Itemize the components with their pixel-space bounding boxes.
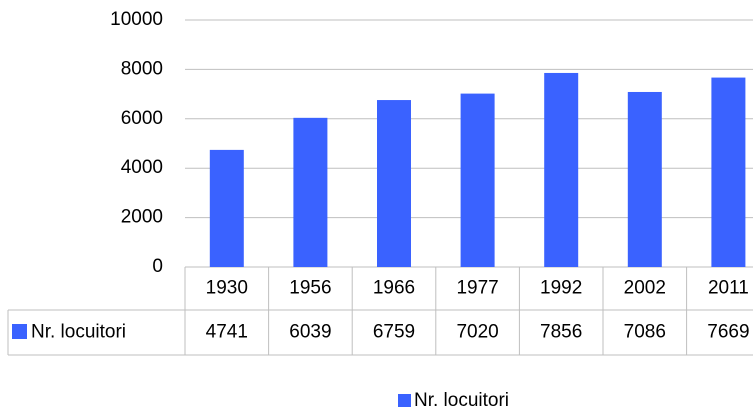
bar [460,93,495,267]
x-tick-label: 2002 [624,278,666,299]
y-tick-label: 8000 [121,58,163,79]
x-tick-label: 1930 [206,278,248,299]
x-tick-label: 1956 [289,278,331,299]
table-value: 7020 [456,322,498,343]
table-value: 7086 [624,322,666,343]
table-value: 4741 [206,322,248,343]
bar [293,117,328,267]
bar [711,77,746,267]
legend-key [398,394,411,407]
x-tick-label: 1977 [456,278,498,299]
y-tick-label: 4000 [121,157,163,178]
table-value: 6039 [289,322,331,343]
y-tick-label: 10000 [110,9,163,30]
x-tick-label: 1966 [373,278,415,299]
legend-label: Nr. locuitori [414,390,509,411]
x-tick-label: 2011 [708,278,749,299]
bar [544,72,579,267]
bar [627,91,662,267]
y-tick-label: 0 [152,256,163,277]
legend-key [12,324,27,339]
bar [377,100,411,267]
x-tick-label: 1992 [540,278,582,299]
series-label: Nr. locuitori [31,322,126,343]
y-tick-label: 6000 [121,108,163,129]
table-value: 7856 [540,322,582,343]
table-value: 7669 [707,322,749,343]
y-tick-label: 2000 [121,207,163,228]
table-value: 6759 [373,322,415,343]
bar [209,149,244,267]
